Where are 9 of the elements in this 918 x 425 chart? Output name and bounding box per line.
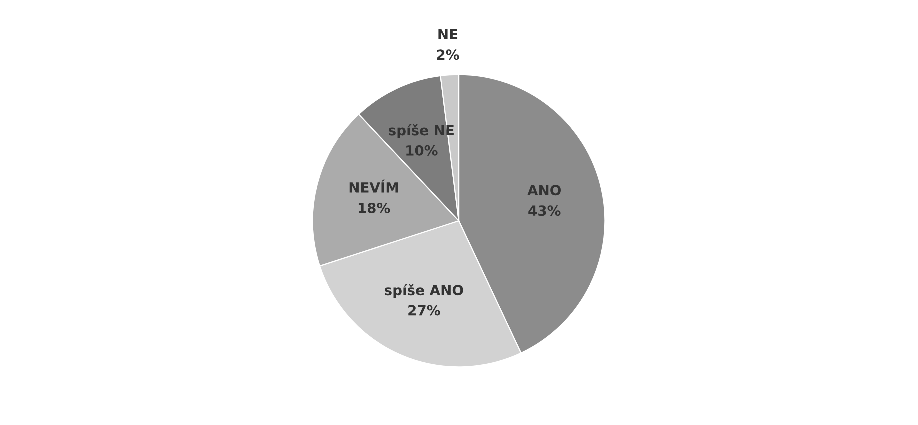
data-label: 10% — [406, 145, 438, 156]
slice-label: spíše ANO — [385, 284, 464, 298]
slice-label: ANO — [528, 185, 561, 196]
slice-label: NEVÍM — [350, 180, 398, 193]
slice-label: NE — [438, 29, 458, 40]
data-label: 2% — [437, 50, 460, 60]
data-label: 43% — [528, 206, 561, 216]
data-label: 18% — [358, 202, 390, 214]
data-label: 27% — [408, 305, 440, 316]
